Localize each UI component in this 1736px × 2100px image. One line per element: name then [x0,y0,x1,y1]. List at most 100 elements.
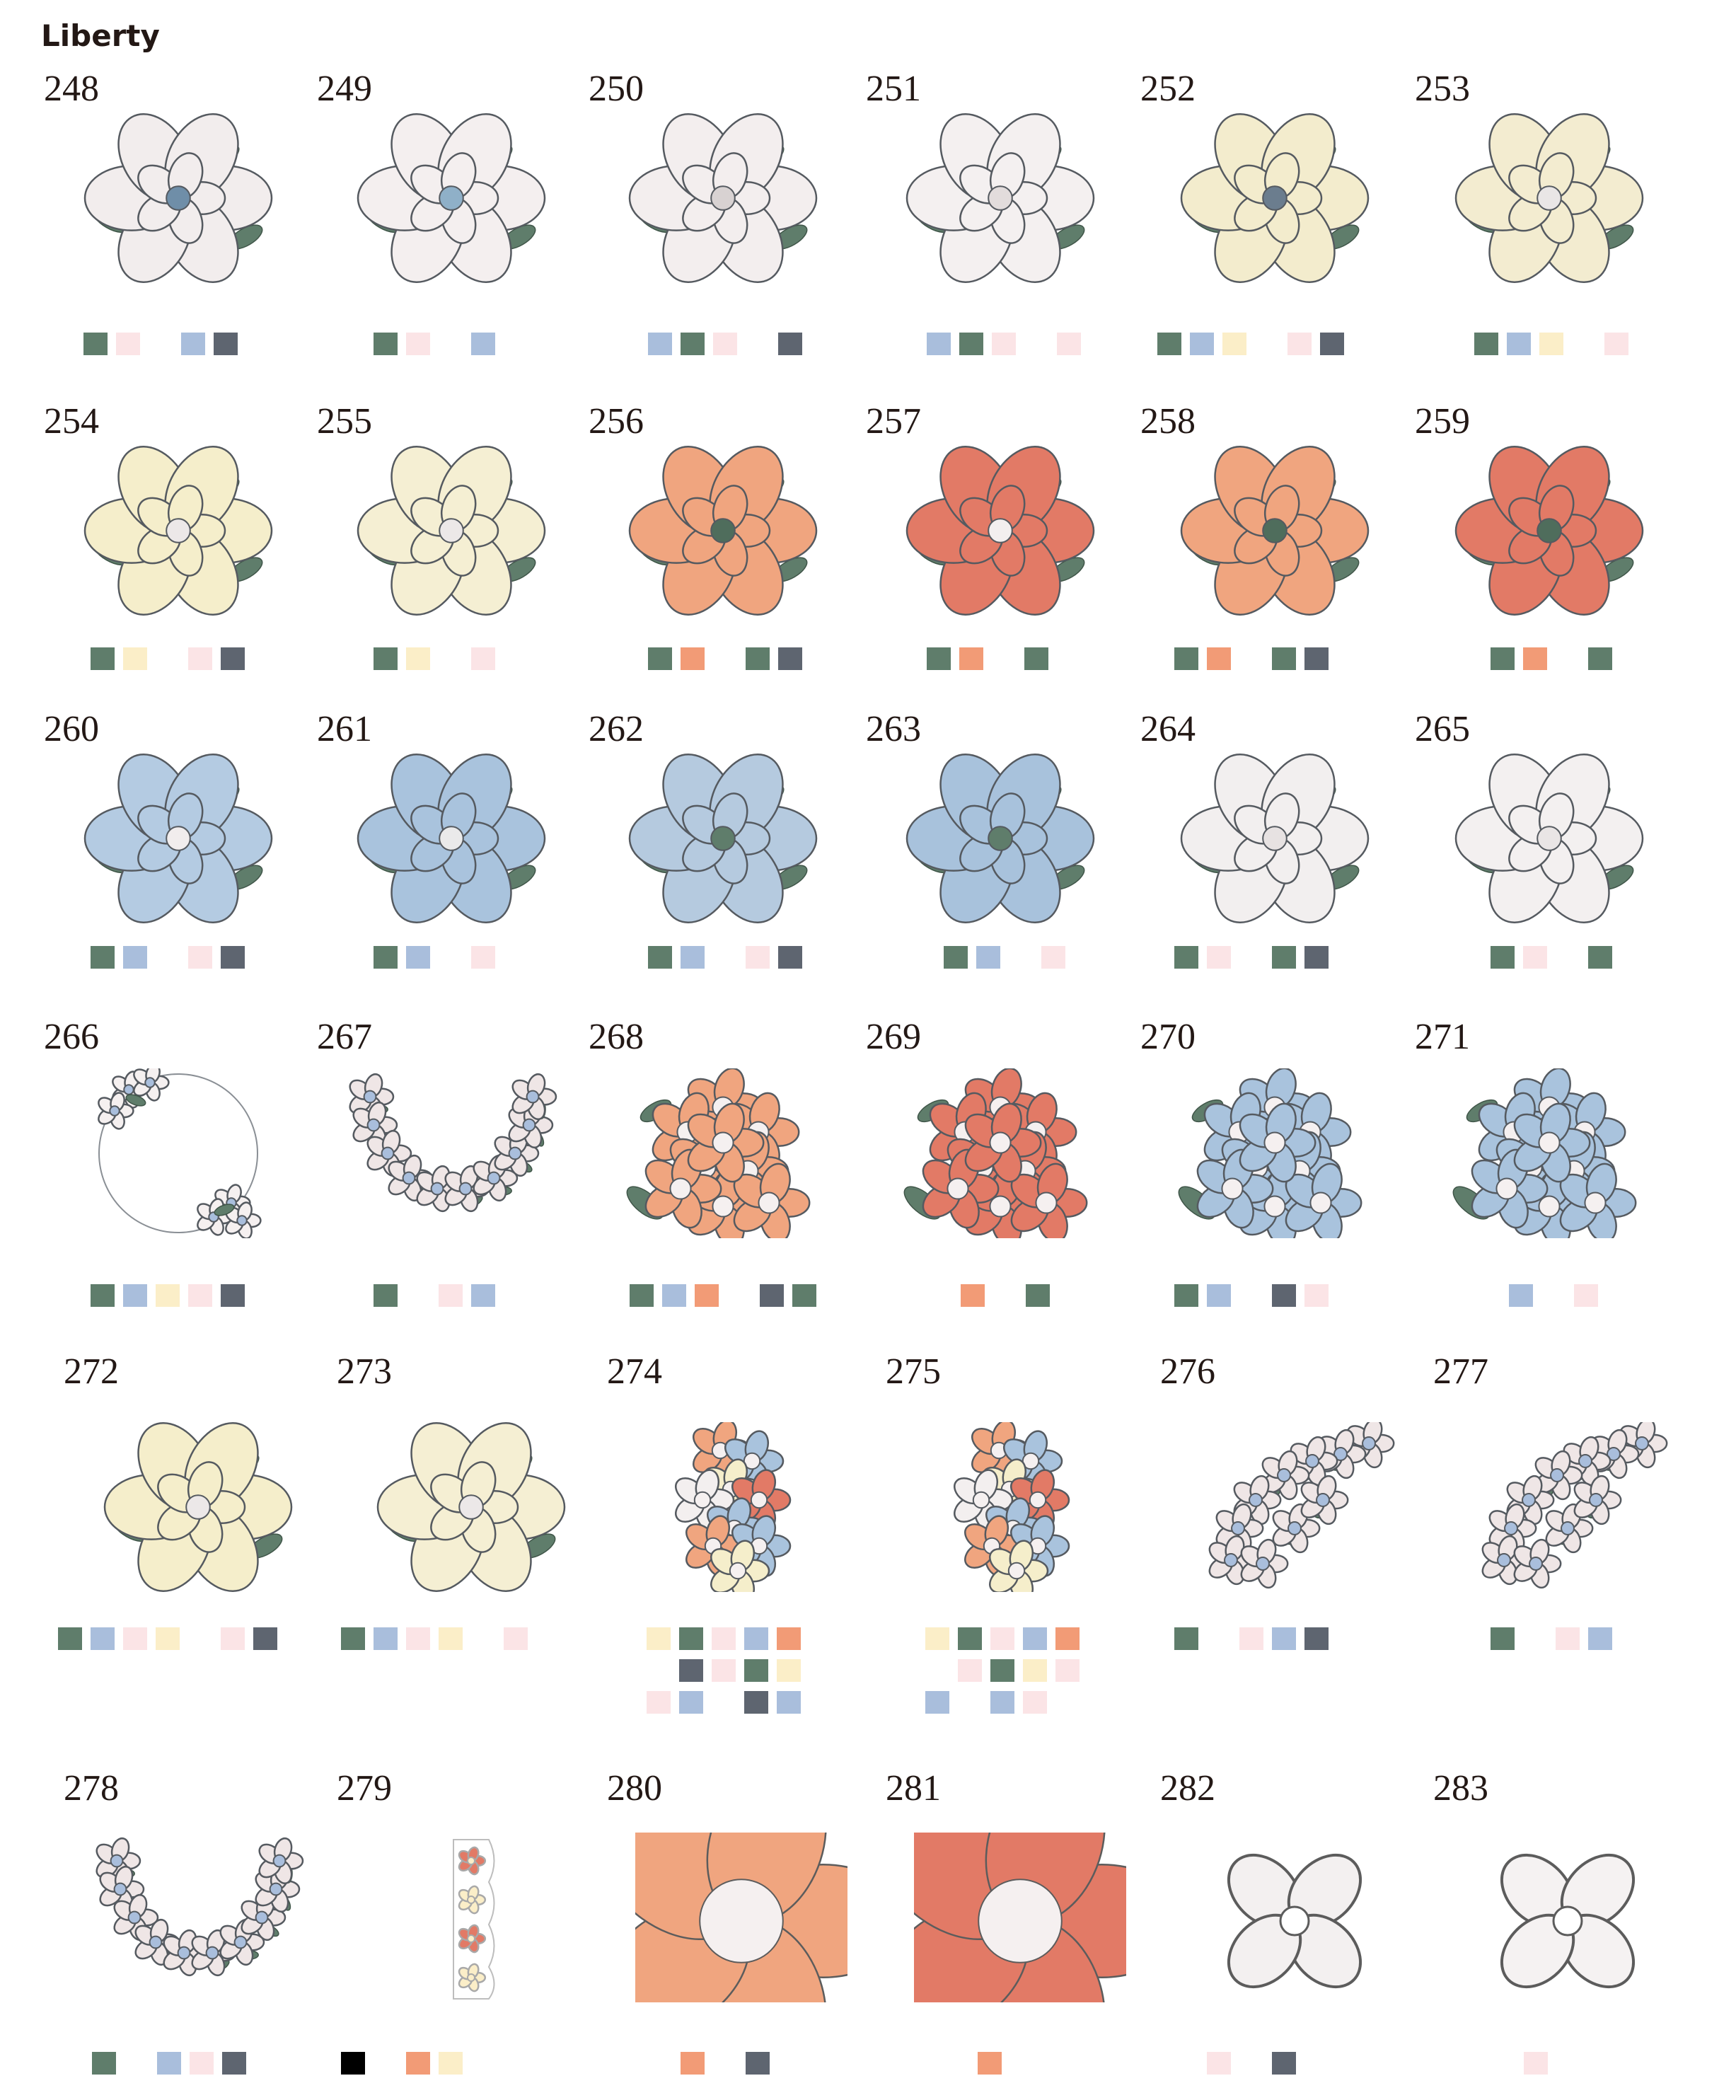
color-swatch-blue [1509,1284,1533,1307]
color-swatch-pink [713,333,737,355]
design-number: 270 [1140,1017,1196,1057]
design-number: 272 [64,1351,119,1392]
color-swatch-slate [1320,333,1344,355]
color-swatch-slate [214,333,238,355]
color-swatch-pink [1604,333,1628,355]
color-swatch-green [374,1284,398,1307]
design-number: 278 [64,1768,119,1808]
color-swatch-blue [406,946,430,969]
color-swatch-blue [662,1284,686,1307]
color-swatch-slate [1272,2052,1296,2075]
color-swatch-green [1272,647,1296,670]
design-number: 268 [589,1017,644,1057]
border-strip-illustration [453,1839,495,2000]
floral-wreath-illustration [98,1068,262,1238]
design-number: 281 [886,1768,941,1808]
color-swatch-green [944,946,968,969]
color-swatch-slate [760,1284,784,1307]
color-swatch-blue [927,333,951,355]
color-swatch-orange [695,1284,719,1307]
embroidered-flower-illustration [1180,754,1370,923]
four-petal-flower-illustration [1227,1853,1362,1989]
color-swatch-green [1157,333,1181,355]
design-number: 263 [866,709,921,749]
embroidered-flower-illustration [103,1422,293,1592]
bouquet-illustration [675,1422,792,1592]
color-swatch-pink [221,1627,245,1650]
corner-spray-illustration [1208,1422,1395,1589]
color-swatch-blue [1507,333,1531,355]
color-swatch-pink [439,1284,463,1307]
color-swatch-pink [712,1627,736,1650]
embroidered-flower-illustration [357,754,546,923]
color-swatch-green [58,1627,82,1650]
color-swatch-green [92,2052,116,2075]
color-swatch-pink [992,333,1016,355]
color-swatch-green [1588,647,1612,670]
color-swatch-pink [1523,946,1547,969]
color-swatch-blue [648,333,672,355]
color-swatch-yellow [439,1627,463,1650]
color-swatch-green [746,647,770,670]
color-swatch-blue [1023,1627,1047,1650]
color-swatch-orange [1055,1627,1080,1650]
color-swatch-green [1026,1284,1050,1307]
color-swatch-pink [471,647,495,670]
design-number: 266 [44,1017,99,1057]
color-swatch-pink [712,1659,736,1682]
color-swatch-orange [777,1627,801,1650]
embroidered-flower-illustration [905,754,1095,923]
color-swatch-slate [778,333,802,355]
design-number: 271 [1415,1017,1470,1057]
color-swatch-pink [746,946,770,969]
color-swatch-blue [744,1627,768,1650]
color-swatch-slate [778,946,802,969]
design-number: 273 [337,1351,392,1392]
color-swatch-yellow [156,1284,180,1307]
color-swatch-green [91,1284,115,1307]
embroidered-flower-illustration [1454,113,1644,283]
design-number: 276 [1160,1351,1215,1392]
embroidered-flower-illustration [83,754,273,923]
color-swatch-blue [374,1627,398,1650]
color-swatch-pink [190,2052,214,2075]
color-swatch-pink [958,1659,982,1682]
color-swatch-pink [1055,1659,1080,1682]
color-swatch-yellow [156,1627,180,1650]
color-swatch-green [958,1627,982,1650]
color-swatch-green [374,946,398,969]
flower-cluster-illustration [903,1068,1088,1238]
color-swatch-pink [188,647,212,670]
color-swatch-green [91,946,115,969]
color-swatch-orange [959,647,983,670]
color-swatch-pink [406,1627,430,1650]
embroidered-flower-illustration [1180,446,1370,616]
color-swatch-slate [1304,647,1329,670]
design-number: 258 [1140,401,1196,442]
embroidered-flower-illustration [83,113,273,283]
embroidered-flower-illustration [905,446,1095,616]
color-swatch-green [1491,946,1515,969]
color-swatch-green [1174,647,1198,670]
embroidered-flower-illustration [357,113,546,283]
color-swatch-pink [1287,333,1312,355]
color-swatch-yellow [406,647,430,670]
color-swatch-blue [777,1691,801,1714]
color-swatch-slate [221,1284,245,1307]
color-swatch-slate [221,946,245,969]
four-petal-flower-illustration [1500,1853,1636,1989]
simple-flower-illustration [635,1833,847,2002]
design-number: 252 [1140,69,1196,109]
color-swatch-pink [1239,1627,1263,1650]
color-swatch-slate [778,647,802,670]
color-swatch-green [681,333,705,355]
color-swatch-green [744,1659,768,1682]
color-swatch-green [83,333,108,355]
design-number: 261 [317,709,372,749]
design-number: 269 [866,1017,921,1057]
color-swatch-blue [679,1691,703,1714]
color-swatch-green [1272,946,1296,969]
design-number: 275 [886,1351,941,1392]
design-number: 265 [1415,709,1470,749]
design-number: 249 [317,69,372,109]
